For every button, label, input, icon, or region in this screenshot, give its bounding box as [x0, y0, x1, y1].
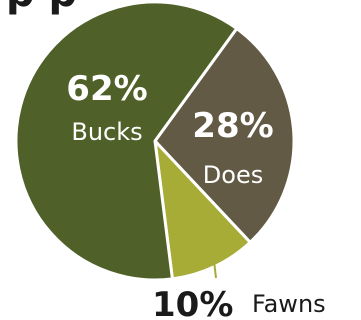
bucks-percent: 62% — [66, 69, 147, 109]
does-percent: 28% — [192, 106, 273, 146]
fawns-percent: 10% — [152, 285, 233, 320]
pie-slice-does — [153, 27, 296, 244]
pie-slice-bucks — [14, 0, 239, 282]
does-label: Does — [203, 161, 263, 189]
bucks-label: Bucks — [71, 118, 142, 146]
fawns-label: Fawns — [252, 290, 326, 318]
fawns-leader-line — [212, 251, 217, 279]
header-fragment: p p — [6, 0, 77, 16]
pie-slices — [14, 0, 296, 282]
